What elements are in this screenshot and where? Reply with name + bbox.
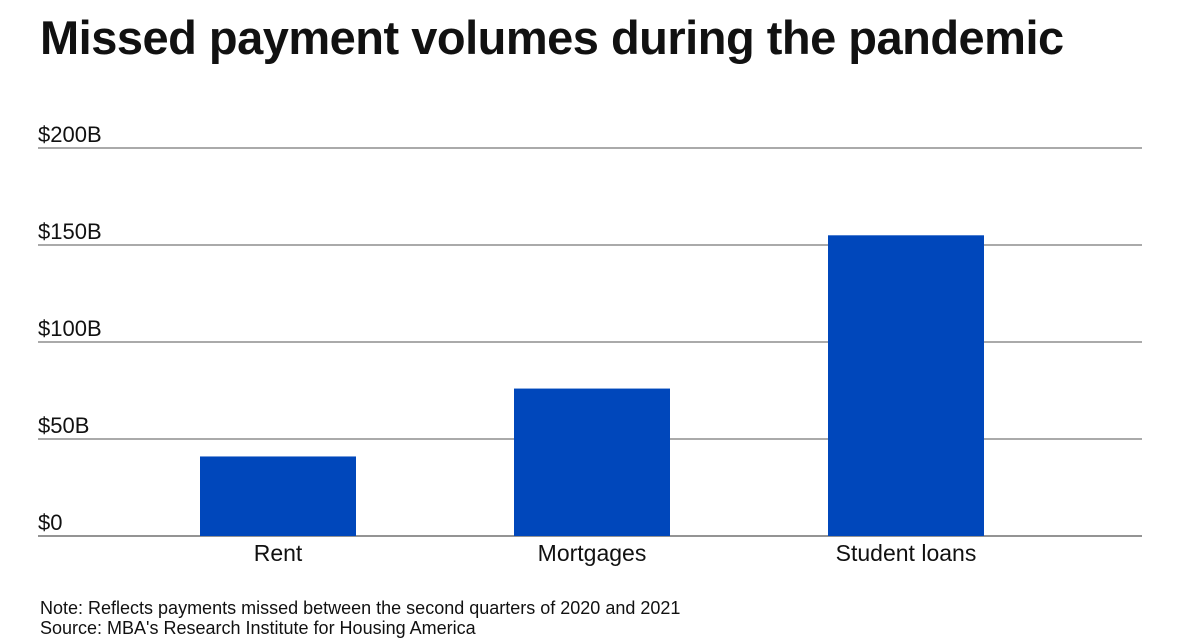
y-tick-label: $200B xyxy=(38,122,102,147)
y-tick-label: $150B xyxy=(38,219,102,244)
chart-title: Missed payment volumes during the pandem… xyxy=(40,11,1064,64)
chart-footer: Note: Reflects payments missed between t… xyxy=(40,598,680,638)
x-category-label: Mortgages xyxy=(538,540,647,566)
bar-mortgages xyxy=(514,388,670,536)
x-category-label: Student loans xyxy=(836,540,977,566)
footnote: Note: Reflects payments missed between t… xyxy=(40,598,681,618)
x-axis-category-labels: Rent Mortgages Student loans xyxy=(254,540,977,566)
y-axis-tick-labels: $0 $50B $100B $150B $200B xyxy=(38,122,102,535)
bar-student-loans xyxy=(828,235,984,537)
x-category-label: Rent xyxy=(254,540,303,566)
bars xyxy=(200,235,984,537)
source-credit: Source: MBA's Research Institute for Hou… xyxy=(40,618,476,638)
y-tick-label: $0 xyxy=(38,510,62,535)
y-tick-label: $50B xyxy=(38,413,89,438)
bar-chart: $0 $50B $100B $150B $200B Rent Mortgages Stude… xyxy=(38,122,1142,566)
bar-rent xyxy=(200,456,356,536)
y-tick-label: $100B xyxy=(38,316,102,341)
